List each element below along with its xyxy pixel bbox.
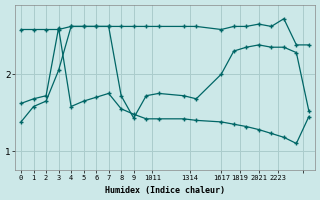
X-axis label: Humidex (Indice chaleur): Humidex (Indice chaleur)	[105, 186, 225, 195]
